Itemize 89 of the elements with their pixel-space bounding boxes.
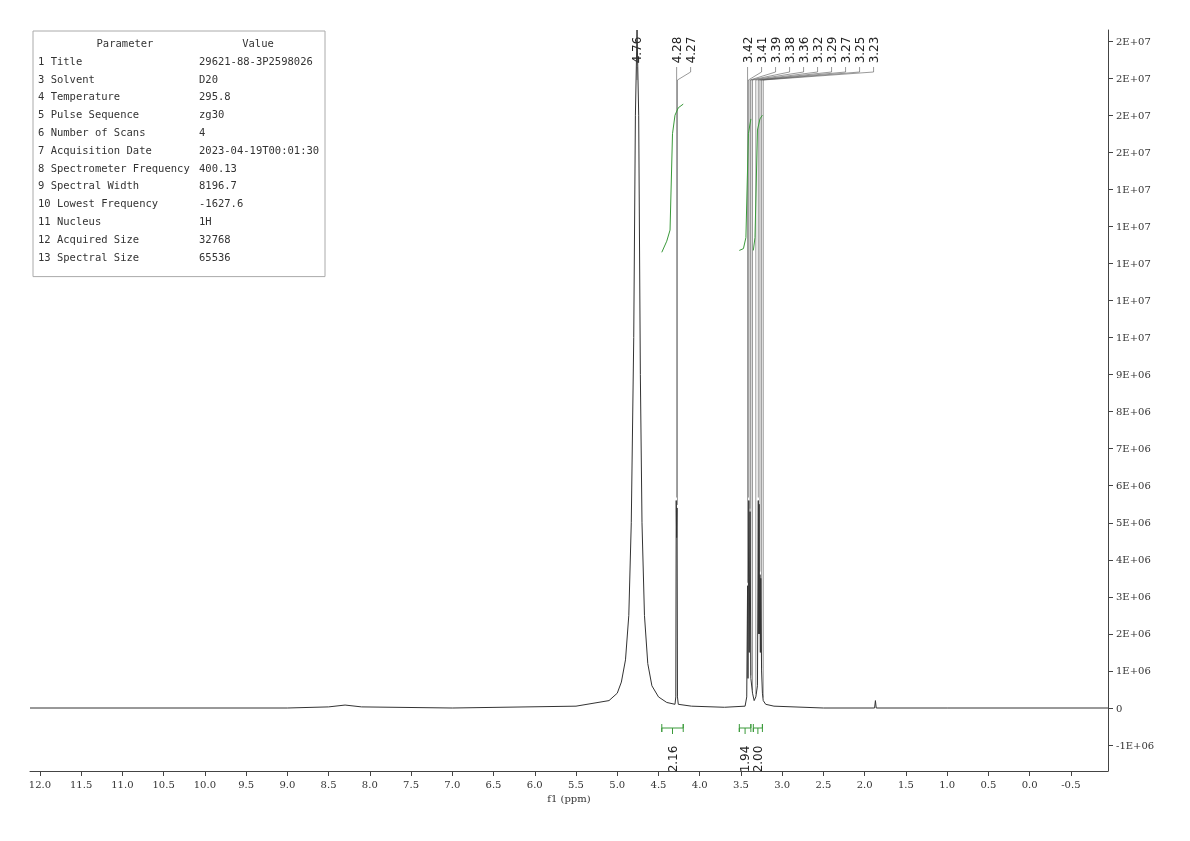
y-tick-label: 1E+07 (1116, 294, 1151, 306)
annotation: 295.8 (199, 90, 231, 103)
x-tick-label: 8.0 (361, 778, 378, 790)
annotation: 6 Number of Scans (38, 126, 146, 138)
y-tick-label: 7E+06 (1116, 443, 1151, 455)
y-tick-label: 2E+07 (1116, 109, 1151, 121)
annotation: 4 (199, 126, 206, 138)
annotation: 3.36 (796, 36, 811, 64)
x-tick-label: 6.5 (485, 778, 502, 790)
y-tick-label: 3E+06 (1116, 591, 1151, 603)
x-tick-label: 4.5 (650, 778, 667, 790)
y-tick-label: 1E+07 (1116, 183, 1151, 195)
annotation: 7 Acquisition Date (38, 143, 152, 156)
annotation: 8196.7 (199, 179, 237, 192)
annotation: 4.28 (669, 36, 684, 64)
x-tick-label: 4.0 (691, 778, 708, 790)
x-tick-label: 0.5 (980, 778, 997, 790)
annotation: 3.38 (782, 36, 797, 64)
annotation: 3.27 (838, 36, 853, 64)
annotation: 3 Solvent (38, 72, 95, 85)
annotation: 2023-04-19T00:01:30 (199, 143, 320, 156)
x-axis-title: f1 (ppm) (547, 793, 591, 805)
x-tick-label: 10.0 (193, 778, 216, 790)
x-tick-label: -0.5 (1061, 778, 1081, 790)
x-tick-label: 11.0 (111, 778, 134, 790)
annotation: 4.27 (683, 36, 698, 64)
annotation: D20 (199, 72, 218, 85)
x-tick-label: 10.5 (152, 778, 175, 790)
annotation: 9 Spectral Width (38, 179, 140, 192)
x-tick-label: 7.5 (403, 778, 420, 790)
annotation: Parameter (96, 37, 154, 49)
annotation: 1 Title (38, 54, 83, 67)
annotation: 3.42 (740, 36, 755, 64)
annotation: 13 Spectral Size (38, 250, 140, 263)
y-tick-label: -1E+06 (1116, 739, 1155, 751)
annotation: Value (242, 37, 274, 49)
y-tick-label: 1E+06 (1116, 665, 1151, 677)
y-tick-label: 8E+06 (1116, 406, 1151, 418)
annotation: zg30 (199, 108, 225, 121)
x-tick-label: 12.0 (28, 778, 52, 790)
y-tick-label: 5E+06 (1116, 517, 1151, 529)
y-tick-label: 1E+07 (1116, 220, 1151, 232)
annotation: 1.94 (738, 745, 753, 773)
x-tick-label: 5.5 (568, 778, 584, 790)
x-tick-label: 11.5 (70, 778, 93, 790)
y-tick-label: 1E+07 (1116, 332, 1151, 344)
y-tick-label: 0 (1116, 702, 1123, 714)
annotation: -1627.6 (199, 197, 244, 210)
y-tick-label: 4E+06 (1116, 554, 1151, 566)
x-tick-label: 2.0 (856, 778, 873, 790)
y-tick-label: 2E+07 (1116, 35, 1151, 47)
x-tick-label: 8.5 (320, 778, 337, 790)
annotation: 12 Acquired Size (38, 232, 140, 245)
annotation: 3.23 (866, 36, 881, 64)
annotation: 5 Pulse Sequence (38, 108, 140, 121)
x-tick-label: 1.0 (939, 778, 956, 790)
x-tick-label: 9.5 (238, 778, 255, 790)
annotation: 3.39 (768, 36, 783, 64)
y-tick-label: 2E+07 (1116, 72, 1151, 84)
annotation: 400.13 (199, 161, 237, 174)
x-tick-label: 3.0 (774, 778, 791, 790)
x-tick-label: 6.0 (526, 778, 543, 790)
annotation: 11 Nucleus (38, 215, 102, 227)
annotation: 2.16 (665, 745, 680, 773)
annotation: 1H (199, 215, 212, 227)
annotation: 32768 (199, 232, 231, 245)
y-tick-label: 2E+07 (1116, 146, 1151, 158)
x-tick-label: 5.0 (609, 778, 626, 790)
x-tick-label: 9.0 (279, 778, 296, 790)
x-tick-label: 3.5 (733, 778, 749, 790)
x-tick-label: 7.0 (444, 778, 461, 790)
annotation: 3.29 (824, 36, 839, 64)
y-tick-label: 6E+06 (1116, 480, 1151, 492)
annotation: 29621-88-3P2598026 (199, 54, 313, 67)
x-tick-label: 2.5 (815, 778, 832, 790)
x-tick-label: 1.5 (897, 778, 914, 790)
x-tick-label: 0.0 (1021, 778, 1038, 790)
annotation: 2.00 (750, 745, 765, 773)
y-tick-label: 2E+06 (1116, 628, 1151, 640)
annotation: 3.25 (852, 36, 867, 64)
annotation: 4 Temperature (38, 90, 121, 103)
y-tick-label: 9E+06 (1116, 369, 1151, 381)
annotation: 8 Spectrometer Frequency (38, 161, 190, 174)
annotation: 10 Lowest Frequency (38, 197, 159, 210)
annotation: 3.41 (754, 36, 769, 64)
annotation: 65536 (199, 250, 231, 263)
annotation: 4.76 (630, 36, 645, 64)
y-tick-label: 1E+07 (1116, 257, 1151, 269)
annotation: 3.32 (810, 36, 825, 64)
